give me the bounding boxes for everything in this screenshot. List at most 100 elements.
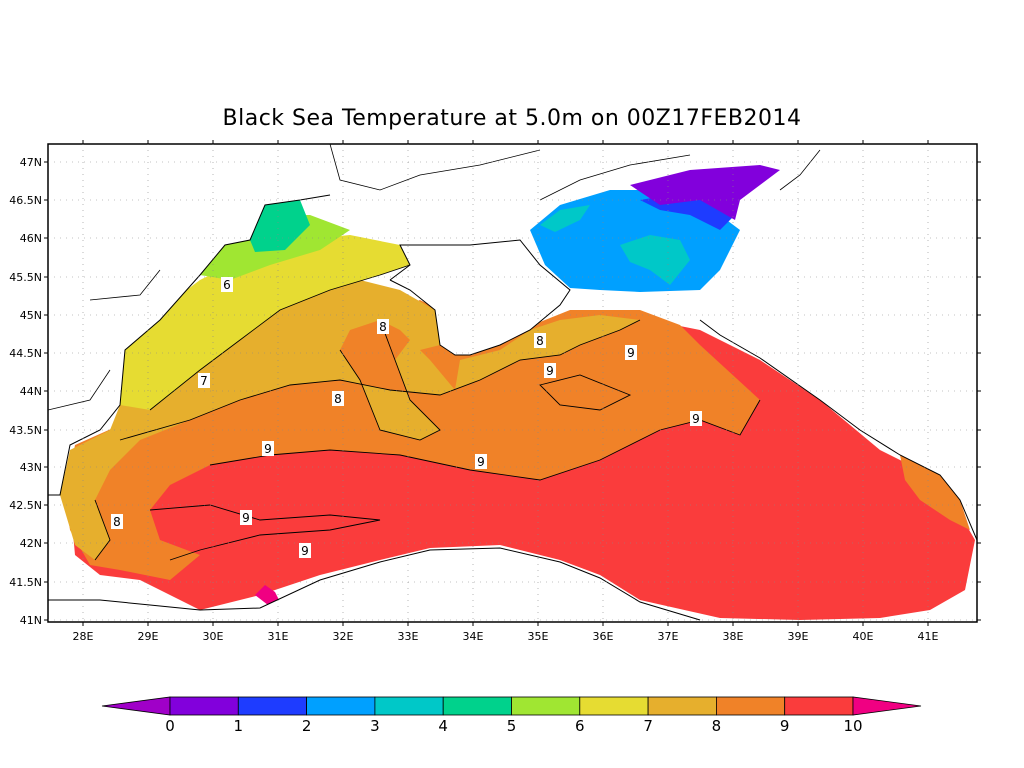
lat-tick-label: 41.5N [9,576,42,589]
colorbar-label: 8 [712,717,722,735]
contour-label: 9 [242,511,250,525]
colorbar: 0 1 2 3 4 5 6 7 8 9 10 [101,696,922,735]
lat-tick-label: 46N [20,232,42,245]
coastline [48,194,977,621]
colorbar-label: 10 [843,717,862,735]
colorbar-high-arrow [852,696,922,716]
contour-label-bg [221,277,233,292]
contour-label: 8 [113,515,121,529]
colorbar-bin [579,696,649,716]
lon-tick-label: 36E [593,630,614,643]
colorbar-bin [169,696,239,716]
contour-label-bg [475,454,487,469]
colorbar-bin [511,696,581,716]
lon-tick-label: 29E [138,630,159,643]
sea-region-8-9 [65,300,760,580]
colorbar-bin [442,696,512,716]
contour-lines [94,264,761,561]
south-land [48,548,977,622]
lon-tick-label: 31E [268,630,289,643]
colorbar-label: 5 [507,717,517,735]
contour-label: 8 [536,334,544,348]
contour-label: 9 [692,412,700,426]
colorbar-label: 7 [643,717,653,735]
lon-tick-label: 33E [398,630,419,643]
contour-label-bg [332,391,344,406]
lat-tick-label: 47N [20,156,42,169]
lat-tick-label: 42N [20,537,42,550]
contour-label-bg [690,411,702,426]
sea-region-east-orange [900,455,970,530]
contour-label-bg [198,373,210,388]
contour-label-bg [262,441,274,456]
colorbar-bin [374,696,444,716]
contour-labels: 6 7 8 8 8 8 9 9 9 9 9 9 9 [111,277,702,558]
east-land [700,144,977,540]
contour-label-bg [240,510,252,525]
colorbar-bin [647,696,717,716]
contour-label-bg [299,543,311,558]
contour-label: 9 [627,346,635,360]
colorbar-label: 1 [234,717,244,735]
sea-region-7-8 [60,280,640,560]
lon-tick-label: 30E [203,630,224,643]
colorbar-label: 2 [302,717,312,735]
graticule [48,144,977,622]
colorbar-bin [237,696,308,716]
north-land [48,144,330,495]
sea-region-4-5 [250,200,310,252]
contour-label-bg [544,363,556,378]
lat-tick-label: 44.5N [9,347,42,360]
lat-tick-label: 41N [20,614,42,627]
azov-region-0-1 [630,165,780,220]
colorbar-low-arrow [101,696,171,716]
lon-tick-label: 38E [723,630,744,643]
lat-tick-label: 43.5N [9,424,42,437]
lon-tick-label: 28E [73,630,94,643]
temperature-field [48,144,977,622]
colorbar-bin [716,696,786,716]
contour-label-bg [377,319,389,334]
lat-tick-label: 46.5N [9,194,42,207]
contour-label-bg [625,345,637,360]
sea-region-6-7 [120,235,410,410]
contour-label: 9 [301,544,309,558]
lon-tick-label: 35E [528,630,549,643]
colorbar-bin [306,696,376,716]
lon-tick-label: 39E [788,630,809,643]
colorbar-label: 9 [780,717,790,735]
map-title: Black Sea Temperature at 5.0m on 00Z17FE… [222,106,802,131]
colorbar-label: 0 [165,717,175,735]
lon-tick-label: 41E [918,630,939,643]
contour-label: 7 [200,374,208,388]
contour-label: 9 [477,455,485,469]
sea-region-10-plus [255,585,280,605]
contour-label: 9 [546,364,554,378]
contour-label-bg [534,333,546,348]
azov-region-3-4-b [620,235,690,285]
crimea-land [390,240,570,355]
map-frame [47,143,978,623]
contour-label-bg [111,514,123,529]
river-lines [48,144,821,411]
contour-label: 6 [223,278,231,292]
contour-label: 9 [264,442,272,456]
colorbar-label: 4 [438,717,448,735]
lat-tick-label: 42.5N [9,499,42,512]
axis-ticks: 47N 46.5N 46N 45.5N 45N 44.5N 44N 43.5N 43N 42.5N… [9,140,981,643]
lon-tick-label: 32E [333,630,354,643]
lat-tick-label: 43N [20,461,42,474]
colorbar-label: 6 [575,717,585,735]
lat-tick-label: 44N [20,385,42,398]
contour-label: 8 [379,320,387,334]
lat-tick-label: 45N [20,309,42,322]
contour-label: 8 [334,392,342,406]
lon-tick-label: 40E [853,630,874,643]
lat-tick-label: 45.5N [9,271,42,284]
lon-tick-label: 34E [463,630,484,643]
azov-region-3-4 [540,205,590,232]
colorbar-label: 3 [370,717,380,735]
lon-tick-label: 37E [658,630,679,643]
colorbar-bin [784,696,854,716]
